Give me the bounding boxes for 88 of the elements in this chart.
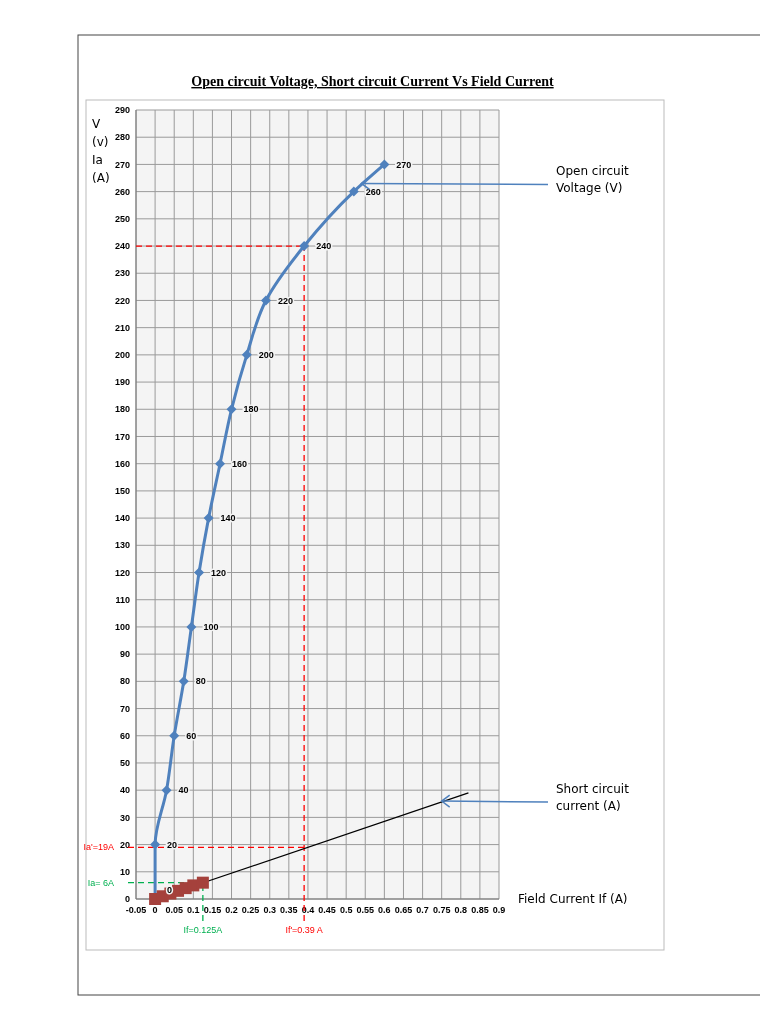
y-tick-label: 130 xyxy=(114,540,130,551)
y-tick-label: 100 xyxy=(114,622,130,633)
data-label: 270 xyxy=(396,159,412,170)
point xyxy=(161,785,172,796)
x-tick-label: 0.45 xyxy=(318,905,336,915)
y-tick-label: 80 xyxy=(119,676,130,687)
point xyxy=(150,839,161,850)
point xyxy=(169,730,180,741)
y-tick-label: 30 xyxy=(119,812,130,823)
point xyxy=(186,621,197,632)
chart-title: Open circuit Voltage, Short circuit Current Vs Field Current xyxy=(191,74,554,89)
y-tick-label: 240 xyxy=(114,241,130,252)
x-tick-label: 0.4 xyxy=(301,905,315,915)
point xyxy=(194,567,205,578)
data-label: 220 xyxy=(277,295,293,306)
y-tick-label: 250 xyxy=(114,213,130,224)
data-label: 0 xyxy=(167,885,173,896)
y-tick-label: 220 xyxy=(114,295,130,306)
point xyxy=(178,676,189,687)
x-tick-label: 0.25 xyxy=(241,905,260,915)
x-tick-label: 0.7 xyxy=(416,905,429,915)
y-tick-label: 170 xyxy=(114,431,130,442)
data-label: 140 xyxy=(220,513,236,524)
point xyxy=(348,186,359,197)
y-tick-label: 110 xyxy=(115,594,130,605)
x-axis-title: Field Current If (A) xyxy=(518,892,628,906)
x-tick-label: 0 xyxy=(152,905,158,915)
y-tick-label: 260 xyxy=(114,186,130,197)
x-tick-label: 0.35 xyxy=(280,905,298,915)
point xyxy=(241,349,252,360)
x-tick-label: 0.2 xyxy=(225,905,238,915)
y-tick-label: 120 xyxy=(114,567,130,578)
data-label: 240 xyxy=(316,241,332,252)
x-tick-label: -0.05 xyxy=(125,905,147,915)
y-tick-label: 10 xyxy=(119,866,130,877)
y-axis-title: V (v) Ia (A) xyxy=(92,117,110,185)
data-label: 40 xyxy=(178,785,189,796)
annotation: Short circuit current (A) xyxy=(556,782,630,814)
x-tick-label: 0.9 xyxy=(492,905,506,915)
point xyxy=(203,513,214,524)
y-tick-label: 0 xyxy=(124,894,130,905)
y-tick-label: 280 xyxy=(114,132,130,143)
data-label: 160 xyxy=(232,458,248,469)
y-tick-label: 180 xyxy=(114,404,130,415)
y-tick-label: 190 xyxy=(114,377,130,388)
y-tick-label: 50 xyxy=(119,758,130,769)
point xyxy=(299,241,310,252)
y-tick-label: 210 xyxy=(114,322,130,333)
x-tick-label: 0.05 xyxy=(165,905,183,915)
data-label: 120 xyxy=(211,567,227,578)
y-tick-label: 230 xyxy=(114,268,130,279)
ref-line-label: If'=0.39 A xyxy=(285,925,323,935)
data-label: 200 xyxy=(258,350,274,361)
point xyxy=(260,295,271,306)
y-tick-label: 90 xyxy=(119,649,130,660)
x-tick-label: 0.85 xyxy=(471,905,489,915)
x-tick-label: 0.75 xyxy=(432,905,451,915)
ref-line-label: Ia= 6A xyxy=(87,877,114,888)
data-label: 60 xyxy=(186,730,197,741)
x-tick-label: 0.15 xyxy=(203,905,222,915)
x-tick-label: 0.65 xyxy=(394,905,413,915)
y-tick-label: 70 xyxy=(119,703,130,714)
x-tick-label: 0.3 xyxy=(263,905,276,915)
y-tick-label: 200 xyxy=(114,350,130,361)
y-tick-label: 20 xyxy=(119,839,130,850)
x-tick-label: 0.55 xyxy=(356,905,375,915)
y-tick-label: 270 xyxy=(114,159,130,170)
point xyxy=(215,458,226,469)
point xyxy=(226,404,237,415)
data-label: 260 xyxy=(365,186,381,197)
data-label: 80 xyxy=(195,676,206,687)
y-tick-label: 40 xyxy=(119,785,130,796)
point xyxy=(196,876,209,889)
y-tick-label: 60 xyxy=(119,730,130,741)
x-tick-label: 0.5 xyxy=(339,905,353,915)
y-tick-label: 150 xyxy=(114,486,130,497)
x-tick-label: 0.8 xyxy=(454,905,468,915)
data-label: 100 xyxy=(203,622,219,633)
data-label: 180 xyxy=(243,404,259,415)
y-tick-label: 290 xyxy=(114,105,130,116)
point xyxy=(379,159,390,170)
y-tick-label: 140 xyxy=(114,513,130,524)
x-tick-label: 0.1 xyxy=(187,905,200,915)
ref-line-label: If=0.125A xyxy=(183,925,223,935)
x-tick-label: 0.6 xyxy=(378,905,391,915)
ref-line-label: Ia'=19A xyxy=(83,842,114,853)
annotation: Open circuit Voltage (V) xyxy=(556,164,629,196)
y-tick-label: 160 xyxy=(114,458,130,469)
